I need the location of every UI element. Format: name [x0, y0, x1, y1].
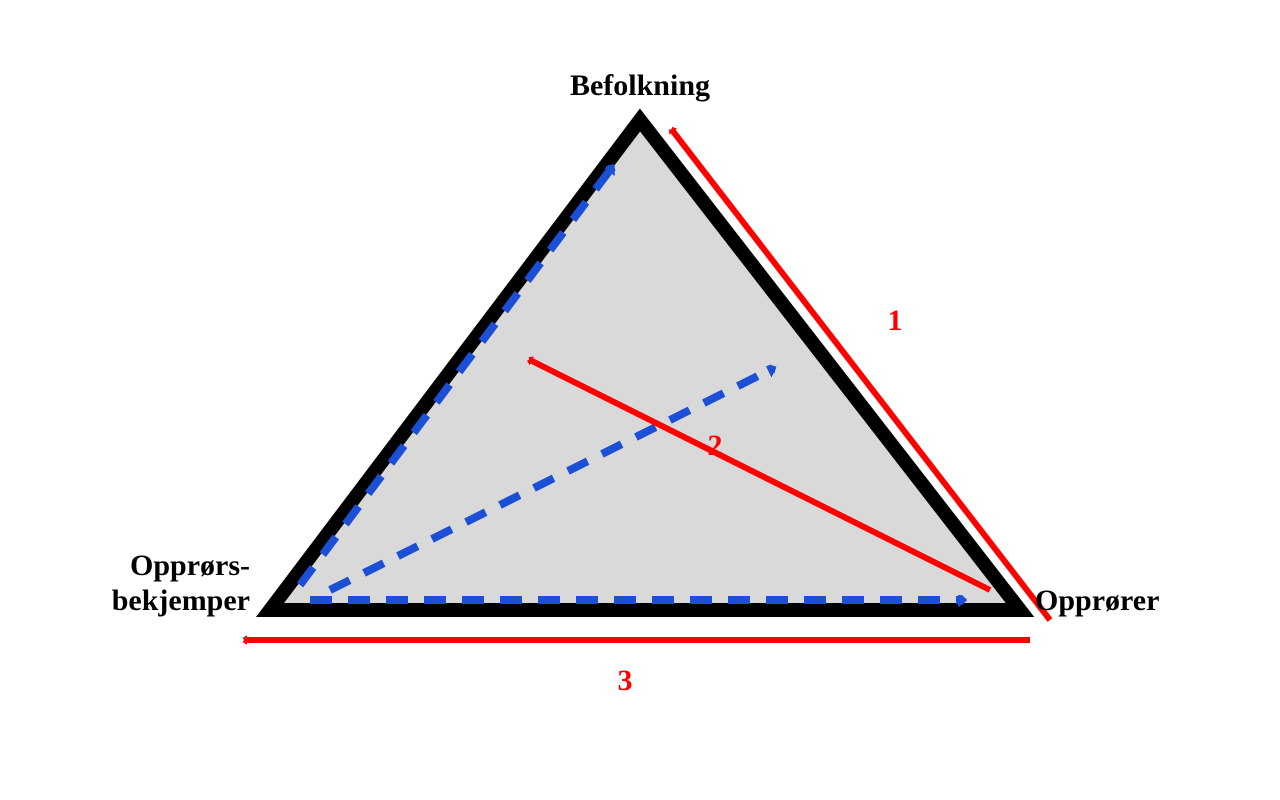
label-right: Opprører [1035, 584, 1159, 617]
edge-number-n1: 1 [888, 304, 903, 337]
label-left1: Opprørs- [130, 549, 250, 582]
label-top: Befolkning [570, 69, 710, 102]
triangle [270, 120, 1020, 610]
edge-number-n2: 2 [708, 429, 723, 462]
label-left2: bekjemper [112, 584, 250, 617]
edge-number-n3: 3 [618, 664, 633, 697]
